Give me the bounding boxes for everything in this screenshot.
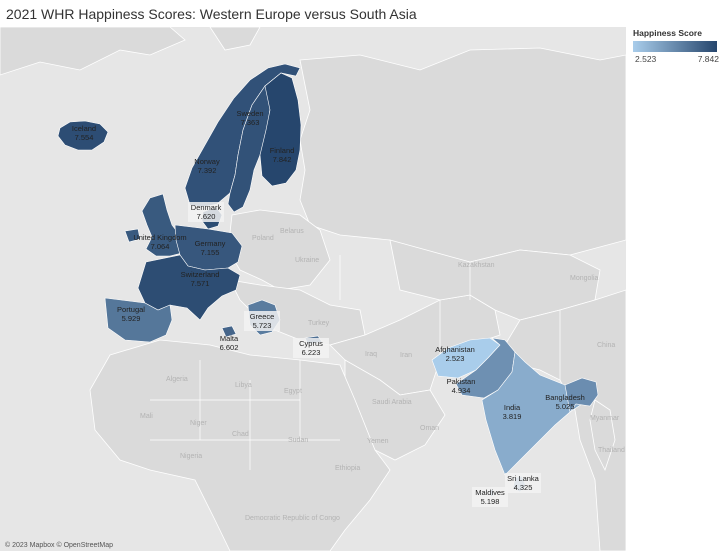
basemap-label-ethiopia: Ethiopia bbox=[335, 465, 360, 472]
map-canvas[interactable]: Poland Belarus Ukraine Kazakhstan Turkey… bbox=[0, 27, 626, 551]
basemap-label-thailand: Thailand bbox=[598, 447, 625, 454]
basemap-label-china: China bbox=[597, 342, 615, 349]
basemap-label-saudi-arabia: Saudi Arabia bbox=[372, 399, 412, 406]
country-score-portugal: 5.929 bbox=[122, 314, 141, 323]
country-label-sweden: Sweden bbox=[236, 109, 263, 118]
country-label-germany: Germany bbox=[195, 239, 226, 248]
basemap-label-sudan: Sudan bbox=[288, 437, 308, 444]
country-score-bangladesh: 5.025 bbox=[556, 402, 575, 411]
country-portugal bbox=[104, 297, 173, 343]
label-bg-maldives bbox=[472, 487, 508, 507]
country-label-norway: Norway bbox=[194, 157, 220, 166]
legend-min-label: 2.523 bbox=[635, 54, 657, 64]
country-label-bangladesh: Bangladesh bbox=[545, 393, 585, 402]
country-label-malta: Malta bbox=[220, 334, 239, 343]
country-label-sri-lanka: Sri Lanka bbox=[507, 474, 540, 483]
basemap-label-drc: Democratic Republic of Congo bbox=[245, 515, 340, 522]
basemap-label-libya: Libya bbox=[235, 382, 252, 389]
country-score-united-kingdom: 7.064 bbox=[151, 242, 170, 251]
country-malta bbox=[221, 325, 237, 338]
label-bg-denmark bbox=[188, 202, 224, 222]
basemap-label-egypt: Egypt bbox=[284, 388, 302, 395]
country-score-germany: 7.155 bbox=[201, 248, 220, 257]
country-bangladesh bbox=[564, 377, 599, 413]
country-iceland bbox=[57, 120, 109, 151]
label-bg-sri-lanka bbox=[505, 473, 541, 493]
basemap-label-kazakhstan: Kazakhstan bbox=[458, 262, 495, 269]
country-score-india: 3.819 bbox=[503, 412, 522, 421]
basemap-label-oman: Oman bbox=[420, 425, 439, 432]
country-score-sri-lanka: 4.325 bbox=[514, 483, 533, 492]
basemap-label-chad: Chad bbox=[232, 431, 249, 438]
country-finland bbox=[259, 72, 302, 187]
basemap-label-algeria: Algeria bbox=[166, 376, 188, 383]
country-score-iceland: 7.554 bbox=[75, 133, 94, 142]
legend-gradient-bar bbox=[633, 41, 717, 52]
country-label-india: India bbox=[504, 403, 521, 412]
country-label-greece: Greece bbox=[250, 312, 275, 321]
country-score-maldives: 5.198 bbox=[481, 497, 500, 506]
country-united-kingdom bbox=[124, 193, 185, 257]
basemap-label-turkey: Turkey bbox=[308, 320, 330, 327]
country-score-denmark: 7.620 bbox=[197, 212, 216, 221]
country-label-maldives: Maldives bbox=[475, 488, 505, 497]
country-label-switzerland: Switzerland bbox=[181, 270, 220, 279]
country-score-malta: 6.602 bbox=[220, 343, 239, 352]
color-legend: Happiness Score 2.523 7.842 bbox=[633, 28, 719, 65]
country-label-iceland: Iceland bbox=[72, 124, 96, 133]
basemap-label-mali: Mali bbox=[140, 413, 153, 420]
country-score-cyprus: 6.223 bbox=[302, 348, 321, 357]
country-label-denmark: Denmark bbox=[191, 203, 222, 212]
legend-title: Happiness Score bbox=[633, 28, 702, 38]
country-label-finland: Finland bbox=[270, 146, 295, 155]
country-score-norway: 7.392 bbox=[198, 166, 217, 175]
label-bg-greece bbox=[244, 311, 280, 331]
country-score-greece: 5.723 bbox=[253, 321, 272, 330]
basemap-land bbox=[0, 27, 626, 551]
attribution[interactable]: © 2023 Mapbox © OpenStreetMap bbox=[5, 541, 113, 549]
country-label-cyprus: Cyprus bbox=[299, 339, 323, 348]
basemap-label-iraq: Iraq bbox=[365, 351, 377, 358]
country-score-pakistan: 4.934 bbox=[452, 386, 471, 395]
basemap-label-myanmar: Myanmar bbox=[590, 415, 620, 422]
label-bg-cyprus bbox=[293, 338, 329, 358]
basemap-borders bbox=[150, 255, 561, 470]
map-title: 2021 WHR Happiness Scores: Western Europ… bbox=[6, 6, 417, 22]
legend-max-label: 7.842 bbox=[697, 54, 719, 64]
country-label-pakistan: Pakistan bbox=[447, 377, 476, 386]
country-score-afghanistan: 2.523 bbox=[446, 354, 465, 363]
basemap-label-ukraine: Ukraine bbox=[295, 257, 319, 264]
country-label-united-kingdom: United Kingdom bbox=[133, 233, 186, 242]
country-score-switzerland: 7.571 bbox=[191, 279, 210, 288]
basemap-label-nigeria: Nigeria bbox=[180, 453, 202, 460]
country-label-portugal: Portugal bbox=[117, 305, 145, 314]
country-score-sweden: 7.363 bbox=[241, 118, 260, 127]
basemap-label-mongolia: Mongolia bbox=[570, 275, 599, 282]
basemap-label-poland: Poland bbox=[252, 235, 274, 242]
country-score-finland: 7.842 bbox=[273, 155, 292, 164]
basemap-label-niger: Niger bbox=[190, 420, 207, 427]
country-label-afghanistan: Afghanistan bbox=[435, 345, 475, 354]
basemap-label-belarus: Belarus bbox=[280, 228, 304, 235]
basemap-label-yemen: Yemen bbox=[367, 438, 389, 445]
basemap-label-iran: Iran bbox=[400, 352, 412, 359]
